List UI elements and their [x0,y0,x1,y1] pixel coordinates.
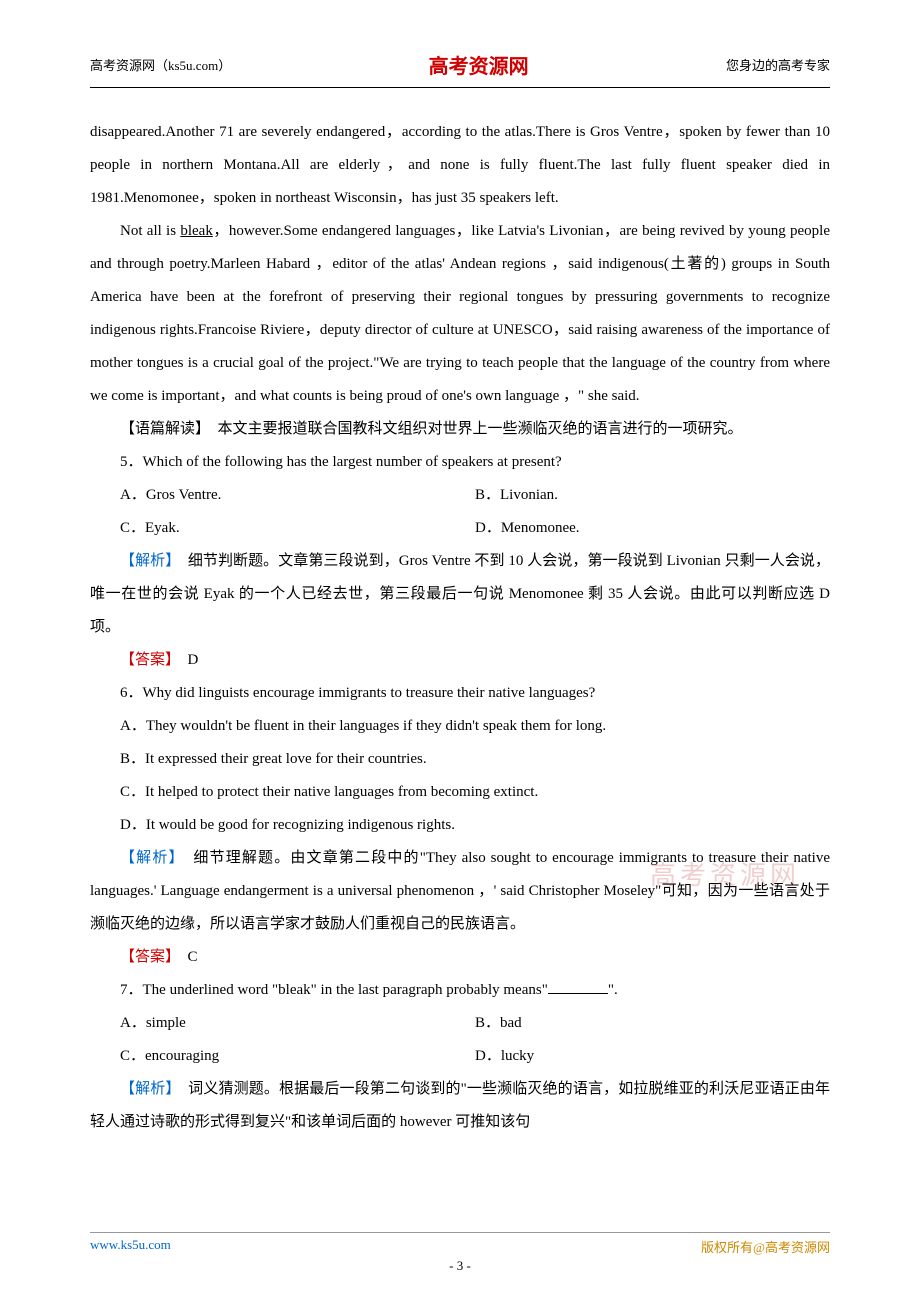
q5-opt-c: C．Eyak. [120,512,475,545]
document-page: 高考资源网（ks5u.com） 高考资源网 您身边的高考专家 disappear… [0,0,920,1302]
q7-opt-b: B．bad [475,1007,830,1040]
q7-stem-b: ". [608,982,618,998]
q5-analysis-label: 【解析】 [120,553,173,569]
q6-opt-c: C．It helped to protect their native lang… [120,776,830,809]
p2-part-b: ，however.Some endangered languages，like … [90,223,830,404]
q6-answer-text: C [173,949,198,965]
q5-options-row2: C．Eyak. D．Menomonee. [120,512,830,545]
q5-opt-d: D．Menomonee. [475,512,830,545]
q6-analysis-label: 【解析】 [120,850,177,866]
q6-opt-d: D．It would be good for recognizing indig… [120,809,830,842]
header-center-logo: 高考资源网 [429,50,529,79]
page-footer: www.ks5u.com 版权所有@高考资源网 - 3 - [90,1232,830,1274]
q7-stem-a: 7．The underlined word "bleak" in the las… [120,982,548,998]
q5-answer: 【答案】 D [90,644,830,677]
q7-stem: 7．The underlined word "bleak" in the las… [90,974,830,1007]
q7-options-row1: A．simple B．bad [120,1007,830,1040]
q5-answer-label: 【答案】 [120,652,173,668]
footer-page-number: - 3 - [90,1258,830,1274]
underlined-word: bleak [180,223,212,239]
q7-analysis-text: 词义猜测题。根据最后一段第二句谈到的"一些濒临灭绝的语言，如拉脱维亚的利沃尼亚语… [90,1081,830,1130]
q6-opt-b: B．It expressed their great love for thei… [120,743,830,776]
q6-analysis-text: 细节理解题。由文章第二段中的"They also sought to encou… [90,850,830,932]
q7-analysis-label: 【解析】 [120,1081,173,1097]
q6-opt-a: A．They wouldn't be fluent in their langu… [120,710,830,743]
q5-opt-a: A．Gros Ventre. [120,479,475,512]
q5-analysis-text: 细节判断题。文章第三段说到，Gros Ventre 不到 10 人会说，第一段说… [90,553,830,635]
q6-analysis: 【解析】 细节理解题。由文章第二段中的"They also sought to … [90,842,830,941]
q5-options-row1: A．Gros Ventre. B．Livonian. [120,479,830,512]
q7-analysis: 【解析】 词义猜测题。根据最后一段第二句谈到的"一些濒临灭绝的语言，如拉脱维亚的… [90,1073,830,1139]
header-right: 您身边的高考专家 [726,55,830,74]
passage-p1: disappeared.Another 71 are severely enda… [90,116,830,215]
q5-analysis: 【解析】 细节判断题。文章第三段说到，Gros Ventre 不到 10 人会说… [90,545,830,644]
passage-p2: Not all is bleak，however.Some endangered… [90,215,830,413]
q5-opt-b: B．Livonian. [475,479,830,512]
q6-answer-label: 【答案】 [120,949,173,965]
q7-blank [548,979,608,994]
q7-opt-c: C．encouraging [120,1040,475,1073]
q7-options-row2: C．encouraging D．lucky [120,1040,830,1073]
q5-stem: 5．Which of the following has the largest… [90,446,830,479]
footer-url: www.ks5u.com [90,1237,171,1256]
content-body: disappeared.Another 71 are severely enda… [90,116,830,1139]
footer-copyright: 版权所有@高考资源网 [701,1237,830,1256]
header-left: 高考资源网（ks5u.com） [90,55,231,74]
p2-part-a: Not all is [120,223,180,239]
q5-answer-text: D [173,652,199,668]
reading-guide-label: 【语篇解读】 [120,421,203,437]
footer-row: www.ks5u.com 版权所有@高考资源网 [90,1237,830,1256]
q7-opt-a: A．simple [120,1007,475,1040]
q6-answer: 【答案】 C [90,941,830,974]
page-header: 高考资源网（ks5u.com） 高考资源网 您身边的高考专家 [90,50,830,88]
reading-guide: 【语篇解读】 本文主要报道联合国教科文组织对世界上一些濒临灭绝的语言进行的一项研… [90,413,830,446]
q7-opt-d: D．lucky [475,1040,830,1073]
reading-guide-text: 本文主要报道联合国教科文组织对世界上一些濒临灭绝的语言进行的一项研究。 [203,421,743,437]
q6-stem: 6．Why did linguists encourage immigrants… [90,677,830,710]
